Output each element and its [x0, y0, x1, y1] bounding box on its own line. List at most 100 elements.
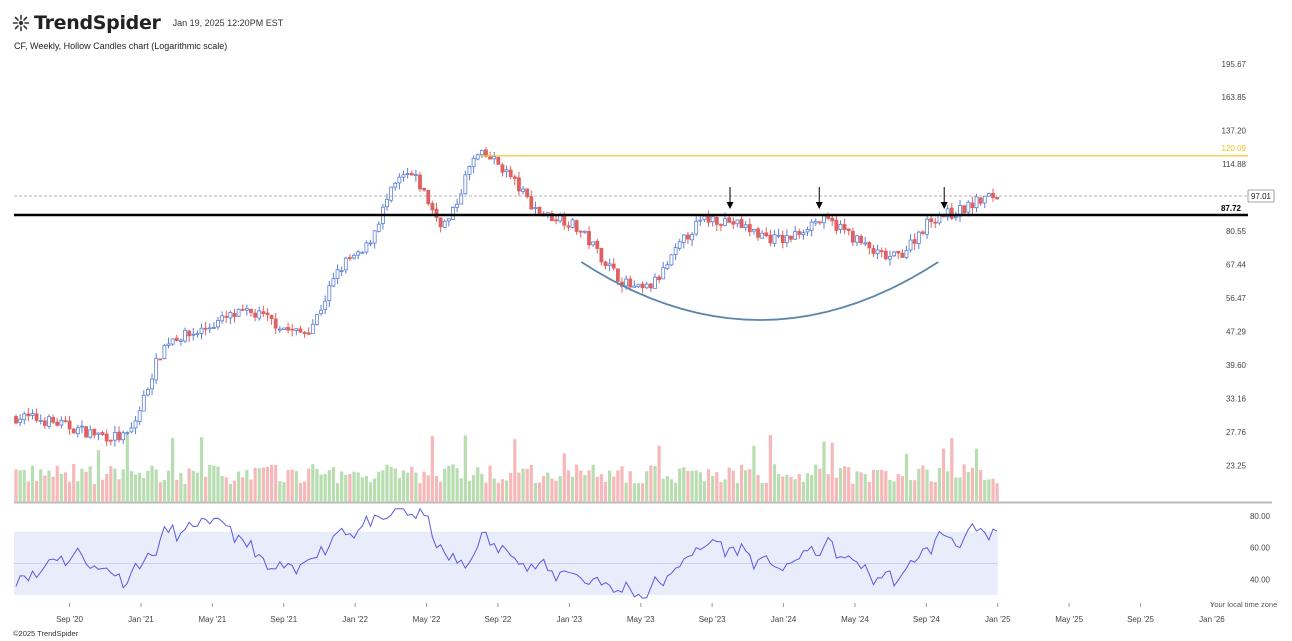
volume-bar — [793, 479, 797, 502]
candle-up — [22, 413, 27, 421]
volume-bar — [711, 475, 715, 502]
candle-up — [335, 269, 340, 279]
candle-up — [471, 157, 476, 168]
volume-bar — [760, 483, 764, 502]
volume-bar — [278, 481, 282, 502]
candle-up — [582, 230, 587, 233]
volume-bar — [348, 474, 352, 502]
price-axis: 195.67 163.85 137.20 114.88 80.55 67.44 56.47 4… — [1222, 60, 1247, 470]
volume-bar — [282, 482, 286, 502]
candle-up — [888, 256, 892, 260]
volume-bar — [867, 481, 871, 502]
volume-bar — [100, 479, 105, 502]
volume-bar — [261, 467, 265, 502]
candle-up — [694, 220, 699, 235]
volume-bar — [694, 470, 698, 502]
volume-bar — [537, 482, 542, 502]
volume-bar — [830, 442, 834, 502]
volume-bar — [47, 470, 51, 502]
time-tick-label: Jan '25 — [985, 615, 1011, 624]
volume-bar — [739, 464, 744, 502]
candle-down — [830, 217, 835, 222]
volume-bar — [735, 483, 740, 502]
volume-bar — [587, 470, 591, 502]
candle-down — [34, 413, 39, 421]
volume-bar — [628, 471, 632, 502]
volume-bar — [385, 464, 389, 502]
volume-bar — [220, 476, 224, 502]
candle-up — [47, 416, 51, 427]
candle-down — [615, 268, 620, 282]
candle-up — [133, 420, 138, 429]
volume-bar — [608, 470, 612, 502]
candle-up — [467, 166, 472, 175]
candle-down — [949, 207, 954, 219]
candle-up — [113, 432, 117, 441]
volume-bar — [822, 441, 826, 502]
candle-up — [125, 432, 130, 434]
price-tick-label: 39.60 — [1226, 361, 1247, 370]
volume-bar — [987, 479, 991, 502]
volume-bar — [158, 482, 162, 502]
candle-down — [512, 176, 517, 179]
volume-bar — [838, 468, 843, 502]
candle-down — [488, 156, 492, 160]
volume-bar — [797, 473, 801, 502]
candle-down — [554, 219, 558, 222]
candle-down — [42, 420, 47, 426]
candle-down — [240, 308, 245, 311]
candle-down — [500, 164, 505, 173]
candle-down — [496, 157, 501, 165]
candle-up — [644, 283, 649, 289]
candle-up — [801, 232, 806, 236]
volume-bar — [208, 464, 212, 502]
down-arrow-head-icon — [815, 202, 823, 209]
candle-down — [686, 234, 690, 240]
candle-down — [286, 326, 290, 331]
candle-up — [405, 173, 410, 175]
candle-up — [323, 300, 328, 310]
volume-bar — [620, 466, 624, 502]
candle-up — [937, 215, 942, 224]
volume-bar — [195, 472, 199, 502]
volume-bar — [991, 478, 995, 502]
price-tick-label: 114.88 — [1222, 160, 1246, 169]
volume-bar — [669, 479, 674, 502]
volume-bar — [471, 475, 476, 502]
candle-up — [183, 329, 187, 342]
volume-bar — [859, 472, 863, 502]
volume-bar — [302, 481, 307, 502]
candle-up — [632, 285, 637, 288]
candle-up — [154, 357, 159, 381]
volume-bar — [525, 468, 529, 502]
volume-bar — [814, 464, 818, 502]
volume-bar — [269, 464, 274, 502]
candle-down — [92, 428, 97, 436]
candle-down — [995, 196, 1000, 200]
volume-bar — [888, 479, 892, 502]
volume-bar — [187, 468, 191, 502]
volume-bar — [121, 469, 125, 502]
volume-bar — [340, 471, 344, 502]
volume-bar — [138, 472, 142, 502]
volume-bar — [941, 448, 946, 502]
volume-bar — [979, 470, 983, 502]
candle-up — [141, 394, 146, 412]
price-tick-label: 33.16 — [1226, 394, 1247, 403]
price-tick-label: 80.55 — [1226, 227, 1247, 236]
resistance-label: 120.09 — [1222, 144, 1247, 153]
candle-up — [809, 221, 814, 231]
candle-down — [719, 224, 723, 226]
candle-down — [306, 332, 311, 335]
candle-down — [100, 432, 105, 435]
volume-bar — [752, 445, 756, 502]
volume-bar — [983, 480, 987, 502]
volume-bar — [377, 471, 381, 502]
candle-up — [96, 432, 101, 435]
volume-bar — [665, 476, 669, 502]
candle-up — [463, 174, 468, 195]
volume-bar — [933, 482, 937, 502]
volume-bar — [443, 468, 447, 502]
volume-bar — [884, 471, 888, 502]
